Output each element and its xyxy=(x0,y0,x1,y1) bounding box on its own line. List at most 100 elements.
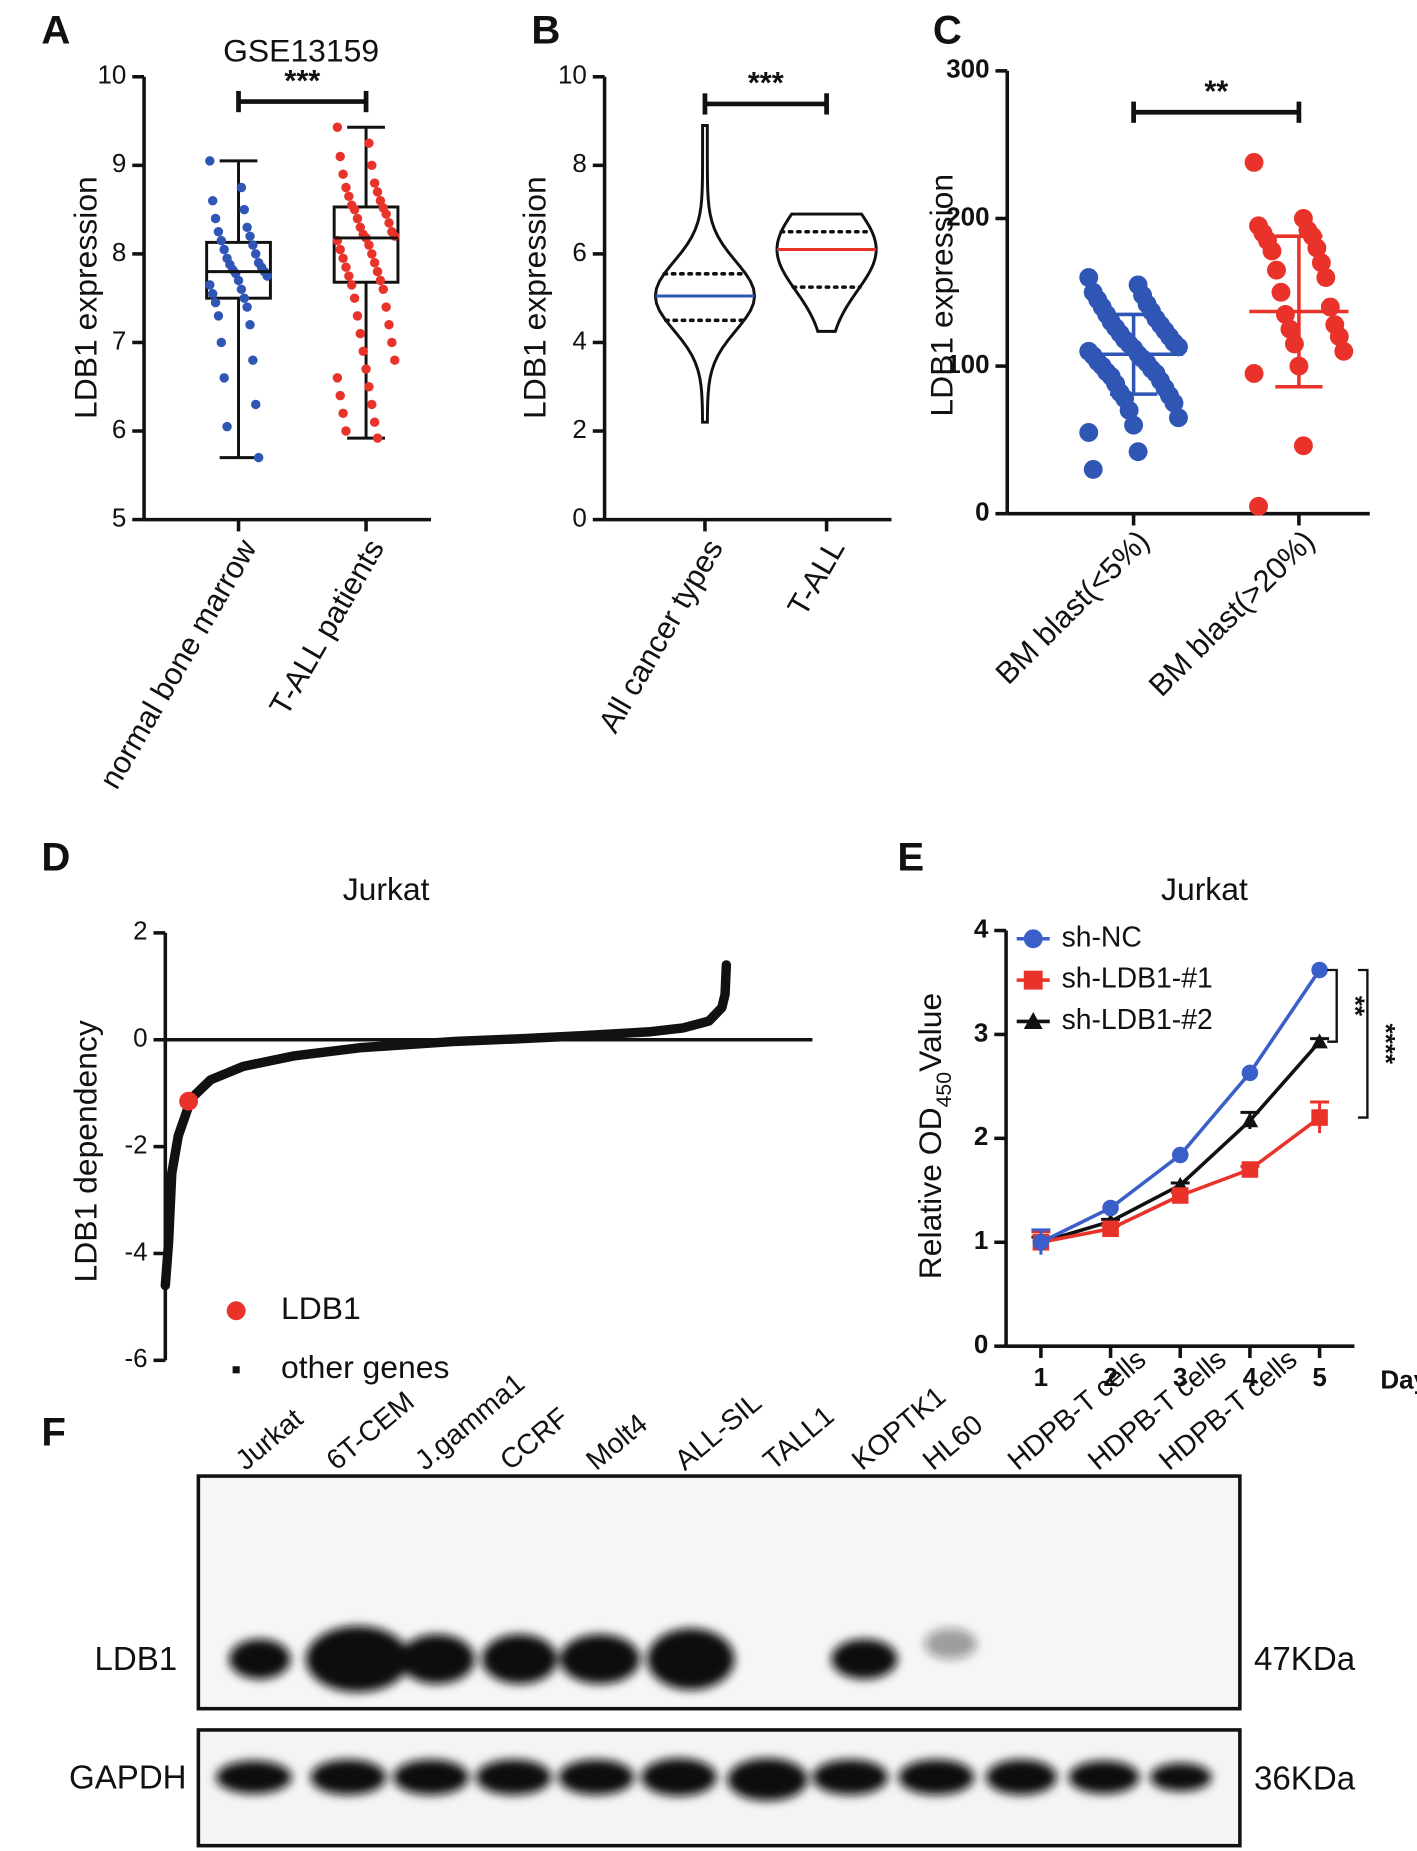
band xyxy=(1150,1763,1212,1792)
band xyxy=(1068,1760,1140,1794)
x-axis-label: Days xyxy=(1380,1364,1417,1394)
data-point xyxy=(332,373,343,383)
y-axis-label: LDB1 dependency xyxy=(68,1020,104,1282)
y-axis-label: LDB1 expression xyxy=(517,176,553,419)
data-point xyxy=(341,426,351,436)
band xyxy=(475,1759,552,1795)
panel-label: F xyxy=(41,1409,66,1454)
data-point xyxy=(207,196,218,206)
x-tick-label: BM blast(>20%) xyxy=(1142,523,1322,703)
data-point xyxy=(355,222,366,233)
significance-bracket xyxy=(1327,968,1338,1043)
legend-label: LDB1 xyxy=(281,1290,361,1326)
data-point xyxy=(364,382,374,392)
y-axis-label: Relative OD450Value xyxy=(912,993,955,1279)
data-point xyxy=(390,355,400,365)
panel-label: A xyxy=(41,8,70,53)
data-point xyxy=(338,253,348,264)
band xyxy=(898,1759,975,1795)
y-axis-label-text: LDB1 dependency xyxy=(68,1020,104,1282)
y-tick-label: 6 xyxy=(572,237,586,267)
data-point xyxy=(352,213,363,224)
x-tick-label: 4 xyxy=(1243,1362,1258,1392)
chart-title: GSE13159 xyxy=(223,33,379,69)
data-point xyxy=(1124,415,1144,435)
y-tick-label: 2 xyxy=(133,916,147,946)
data-point xyxy=(1244,364,1264,383)
y-tick-label: 0 xyxy=(133,1023,147,1053)
legend-label: sh-NC xyxy=(1062,921,1142,953)
data-point xyxy=(332,122,343,132)
data-point xyxy=(219,244,229,255)
band xyxy=(399,1634,475,1684)
y-tick-label: 4 xyxy=(974,913,989,943)
data-point xyxy=(384,320,394,330)
data-point xyxy=(245,231,255,241)
lane-label: TALL1 xyxy=(757,1400,840,1477)
marker xyxy=(1171,1146,1189,1164)
legend-label: sh-LDB1-#2 xyxy=(1062,1004,1213,1036)
band xyxy=(229,1639,291,1680)
data-point xyxy=(213,311,224,321)
data-point xyxy=(1128,442,1148,462)
data-point xyxy=(355,328,366,339)
y-tick-label: 0 xyxy=(572,502,586,532)
lane-label: ALL-SIL xyxy=(669,1386,768,1476)
data-point xyxy=(367,399,377,410)
significance-label: *** xyxy=(748,65,784,100)
band xyxy=(216,1760,292,1794)
data-point xyxy=(390,231,400,241)
band xyxy=(641,1758,717,1797)
lane-label: HDPB-T cells xyxy=(1002,1343,1152,1476)
data-point xyxy=(352,311,363,321)
data-point xyxy=(210,297,221,308)
data-point xyxy=(248,240,258,250)
y-tick-label: -6 xyxy=(125,1343,148,1373)
legend-marker xyxy=(226,1301,246,1321)
y-axis-label: LDB1 expression xyxy=(68,176,104,419)
data-point xyxy=(262,271,272,281)
data-point xyxy=(1079,423,1099,442)
lane-label: CCRF xyxy=(494,1402,575,1477)
legend-marker xyxy=(1023,1011,1043,1030)
data-point xyxy=(1307,238,1327,258)
significance-label: *** xyxy=(284,63,320,98)
band xyxy=(647,1628,735,1690)
data-point xyxy=(242,222,252,233)
data-point xyxy=(381,209,391,219)
data-point xyxy=(1293,436,1313,456)
band xyxy=(812,1759,888,1795)
data-point xyxy=(361,364,371,374)
data-point xyxy=(384,218,394,228)
y-tick-label: 9 xyxy=(112,148,126,178)
data-point xyxy=(1316,268,1336,287)
gapdh-bands xyxy=(216,1758,1212,1801)
data-point xyxy=(1083,459,1103,479)
series-line xyxy=(160,960,732,1291)
chart-title: Jurkat xyxy=(1161,871,1248,907)
row-label: LDB1 xyxy=(94,1641,177,1678)
lane-label: 6T-CEM xyxy=(320,1385,420,1476)
data-point xyxy=(239,293,249,303)
data-point xyxy=(335,244,345,255)
lane-label: Jurkat xyxy=(230,1403,310,1477)
data-point xyxy=(1244,152,1264,172)
y-tick-label: 2 xyxy=(974,1121,988,1151)
x-tick-label: normal bone marrow xyxy=(92,533,263,795)
data-point xyxy=(369,178,380,188)
panel-label: E xyxy=(897,834,924,879)
y-tick-label: 7 xyxy=(112,325,126,355)
data-point xyxy=(375,196,386,206)
marker xyxy=(1311,1109,1328,1126)
x-tick-label: 3 xyxy=(1173,1362,1187,1392)
data-point xyxy=(1164,393,1184,413)
y-tick-label: -4 xyxy=(125,1236,148,1266)
data-point xyxy=(338,169,348,179)
x-tick-label: T-ALL patients xyxy=(262,533,391,721)
data-point xyxy=(358,346,368,357)
significance-label: ** xyxy=(1340,996,1370,1017)
y-tick-label: 1 xyxy=(974,1225,988,1255)
band xyxy=(393,1759,469,1795)
panel-label: B xyxy=(531,8,560,53)
